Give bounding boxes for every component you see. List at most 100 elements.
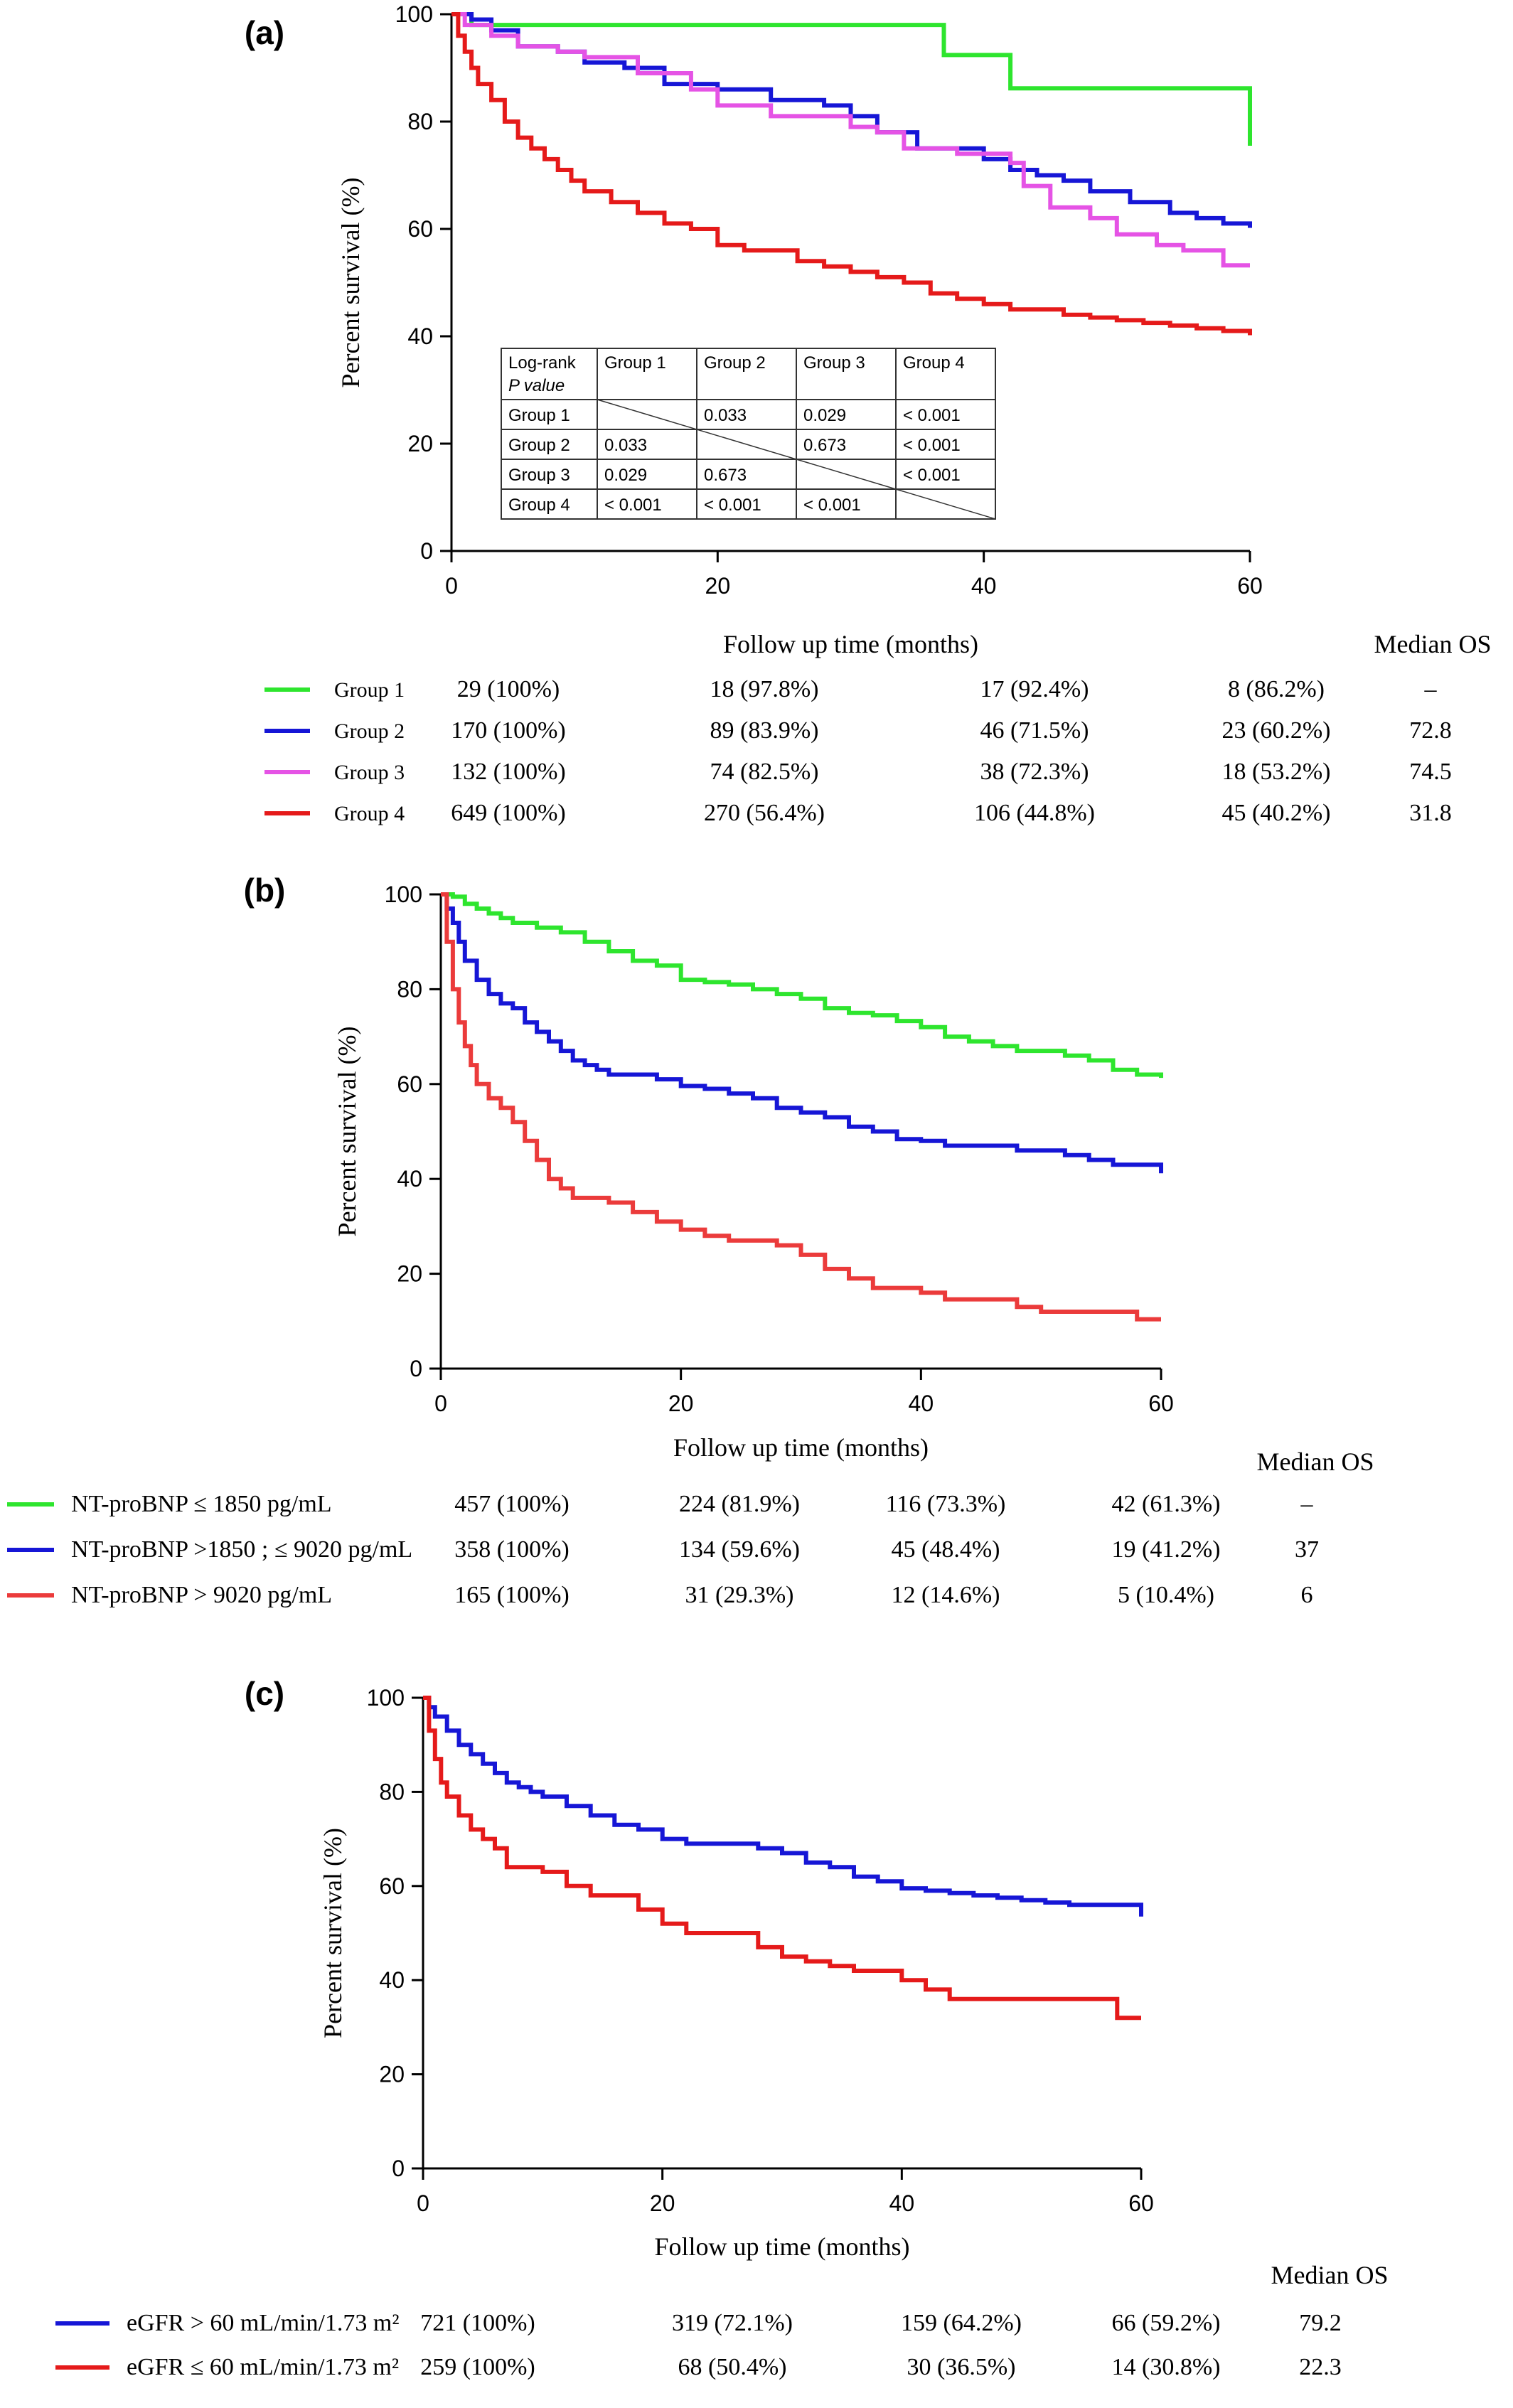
risk-value-a: 18 (97.8%) (710, 676, 819, 702)
pvalue-row-label: Group 1 (508, 406, 570, 425)
risk-row-label-b: NT-proBNP > 9020 pg/mL (71, 1582, 332, 1608)
median-os-value-a: 72.8 (1409, 717, 1452, 744)
pvalue-col-header: Group 1 (604, 353, 666, 373)
pvalue-row-label: Group 4 (508, 496, 570, 515)
pvalue-cell: 0.033 (704, 406, 747, 425)
risk-value-b: 19 (41.2%) (1112, 1536, 1221, 1563)
risk-value-c: 159 (64.2%) (901, 2310, 1022, 2336)
x-tick-label-b: 40 (909, 1391, 934, 1416)
risk-row-label-a: Group 1 (334, 678, 405, 702)
risk-value-a: 8 (86.2%) (1228, 676, 1325, 702)
x-tick-label-c: 20 (650, 2190, 675, 2216)
median-os-value-b: 37 (1295, 1536, 1319, 1563)
pvalue-cell: 0.029 (803, 406, 846, 425)
pvalue-table-diagonal (597, 399, 996, 520)
risk-row-label-a: Group 2 (334, 719, 405, 743)
risk-value-a: 132 (100%) (451, 759, 565, 785)
risk-row-label-c: eGFR ≤ 60 mL/min/1.73 m² (127, 2354, 399, 2380)
y-tick-label-b: 0 (410, 1356, 422, 1381)
pvalue-row-label: Group 3 (508, 466, 570, 485)
risk-value-c: 68 (50.4%) (678, 2354, 787, 2380)
median-os-header-a: Median OS (1374, 630, 1492, 658)
risk-value-b: 5 (10.4%) (1118, 1582, 1214, 1608)
y-tick-label-a: 60 (407, 216, 433, 242)
risk-value-a: 17 (92.4%) (980, 676, 1089, 702)
x-tick-label-c: 60 (1128, 2190, 1154, 2216)
risk-value-c: 14 (30.8%) (1112, 2354, 1221, 2380)
panel-label-a: (a) (245, 14, 284, 51)
risk-value-a: 106 (44.8%) (974, 800, 1095, 826)
pvalue-cell: < 0.001 (903, 466, 961, 485)
y-axis-label-c: Percent survival (%) (319, 1828, 347, 2038)
y-axis-label-a: Percent survival (%) (336, 178, 365, 388)
series-line-c-2 (423, 1696, 1141, 2021)
pvalue-cell: 0.673 (704, 466, 747, 485)
pvalue-cell: < 0.001 (803, 496, 861, 515)
series-line-c-1 (423, 1696, 1143, 1917)
y-tick-label-c: 60 (379, 1873, 405, 1899)
median-os-value-c: 22.3 (1299, 2354, 1342, 2380)
risk-value-c: 30 (36.5%) (907, 2354, 1016, 2380)
risk-value-c: 721 (100%) (420, 2310, 535, 2336)
y-tick-label-b: 60 (397, 1071, 422, 1097)
x-axis-label-a: Follow up time (months) (723, 630, 978, 658)
series-line-b-2 (441, 892, 1163, 1174)
pvalue-table-header: P value (508, 376, 565, 395)
x-axis-label-b: Follow up time (months) (673, 1433, 929, 1462)
y-tick-label-b: 100 (385, 882, 422, 907)
median-os-value-b: – (1300, 1491, 1314, 1517)
risk-value-c: 319 (72.1%) (672, 2310, 793, 2336)
risk-row-label-c: eGFR > 60 mL/min/1.73 m² (127, 2310, 400, 2336)
median-os-value-a: 31.8 (1409, 800, 1452, 826)
series-line-a-4 (451, 12, 1252, 336)
risk-value-a: 74 (82.5%) (710, 759, 819, 785)
median-os-value-a: 74.5 (1409, 759, 1452, 785)
risk-value-b: 134 (59.6%) (679, 1536, 800, 1563)
panel-label-b: (b) (244, 872, 286, 909)
y-tick-label-b: 40 (397, 1166, 422, 1192)
pvalue-row-label: Group 2 (508, 436, 570, 455)
pvalue-col-header: Group 4 (903, 353, 965, 373)
median-os-value-c: 79.2 (1299, 2310, 1342, 2336)
x-axis-label-c: Follow up time (months) (655, 2232, 910, 2261)
y-axis-label-b: Percent survival (%) (333, 1027, 361, 1237)
y-tick-label-a: 0 (420, 538, 433, 564)
pvalue-cell: 0.673 (803, 436, 846, 455)
risk-value-b: 45 (48.4%) (892, 1536, 1000, 1563)
y-tick-label-b: 20 (397, 1261, 422, 1287)
y-tick-label-c: 80 (379, 1779, 405, 1804)
pvalue-cell: < 0.001 (903, 436, 961, 455)
panel-label-c: (c) (245, 1675, 284, 1712)
risk-value-b: 224 (81.9%) (679, 1491, 800, 1517)
risk-value-b: 31 (29.3%) (685, 1582, 794, 1608)
median-os-header-c: Median OS (1271, 2261, 1389, 2289)
risk-row-label-b: NT-proBNP >1850 ; ≤ 9020 pg/mL (71, 1536, 412, 1563)
risk-value-c: 259 (100%) (420, 2354, 535, 2380)
median-os-value-b: 6 (1301, 1582, 1313, 1608)
pvalue-cell: < 0.001 (604, 496, 662, 515)
x-tick-label-c: 0 (417, 2190, 429, 2216)
x-tick-label-c: 40 (889, 2190, 915, 2216)
pvalue-cell: < 0.001 (903, 406, 961, 425)
y-tick-label-a: 20 (407, 431, 433, 456)
median-os-value-a: – (1424, 676, 1438, 702)
pvalue-table (501, 348, 996, 520)
y-tick-label-c: 100 (367, 1685, 405, 1711)
risk-value-a: 649 (100%) (451, 800, 565, 826)
pvalue-cell: < 0.001 (704, 496, 761, 515)
risk-value-b: 457 (100%) (454, 1491, 569, 1517)
risk-value-a: 23 (60.2%) (1222, 717, 1331, 744)
risk-row-label-a: Group 4 (334, 802, 405, 825)
risk-value-c: 66 (59.2%) (1112, 2310, 1221, 2336)
risk-value-a: 46 (71.5%) (980, 717, 1089, 744)
pvalue-col-header: Group 2 (704, 353, 766, 373)
x-tick-label-a: 40 (971, 573, 997, 599)
pvalue-table-header: Log-rank (508, 353, 577, 373)
risk-value-b: 12 (14.6%) (892, 1582, 1000, 1608)
risk-value-a: 45 (40.2%) (1222, 800, 1331, 826)
pvalue-cell: 0.029 (604, 466, 647, 485)
risk-row-label-b: NT-proBNP ≤ 1850 pg/mL (71, 1491, 332, 1517)
y-tick-label-c: 40 (379, 1967, 405, 1993)
median-os-header-b: Median OS (1257, 1448, 1374, 1476)
